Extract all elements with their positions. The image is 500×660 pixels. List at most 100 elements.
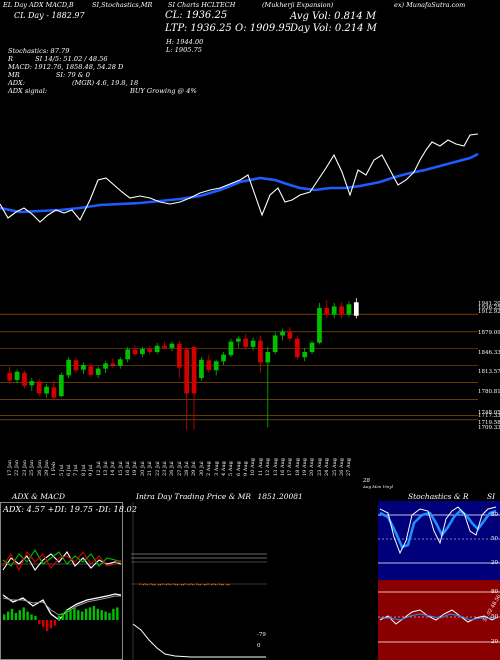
adx-signal-value: BUY Growing @ 4% bbox=[130, 87, 197, 95]
candle-body bbox=[169, 343, 175, 348]
intraday-price-dot bbox=[175, 584, 177, 586]
candle-body bbox=[29, 381, 35, 386]
price-axis-label: 1717.33 bbox=[478, 413, 500, 419]
macd-histogram-bar bbox=[53, 620, 57, 626]
intraday-price-dot bbox=[158, 584, 160, 586]
candle-body bbox=[309, 342, 315, 353]
stoch-k-line bbox=[379, 506, 497, 555]
intraday-price-dot bbox=[184, 583, 186, 585]
candle-body bbox=[110, 363, 116, 366]
intraday-price-dot bbox=[140, 584, 143, 586]
date-label: 29 Jul bbox=[191, 461, 198, 476]
candle-body bbox=[265, 352, 271, 363]
price-axis-label: 1813.57 bbox=[478, 369, 500, 375]
adx-lines bbox=[1, 548, 122, 632]
date-label: 4 Aug bbox=[220, 461, 227, 476]
date-label: 30 Jul bbox=[198, 461, 205, 476]
adx-label: ADX: bbox=[8, 79, 25, 87]
candle-body bbox=[353, 302, 359, 316]
macd-histogram-bar bbox=[3, 614, 6, 620]
stochastics-value: Stochastics: 87.79 bbox=[8, 47, 70, 55]
mrsi-text: SI: 79 & 0 bbox=[55, 71, 90, 79]
price-line bbox=[0, 133, 479, 223]
date-label: 8 Jul bbox=[80, 464, 87, 476]
header-day: EL Day bbox=[3, 1, 27, 9]
date-label: 22 Jan bbox=[14, 459, 21, 476]
intraday-axis-top: -79 bbox=[257, 632, 266, 638]
macd-histogram-bar bbox=[73, 607, 76, 620]
candle-body bbox=[44, 386, 49, 394]
date-label: 1 Feb bbox=[51, 461, 58, 476]
intraday-price-dot bbox=[167, 583, 169, 585]
macd-histogram-bar bbox=[69, 608, 72, 620]
header-expansion: (Mukherji Expansion) bbox=[262, 1, 334, 9]
candle-body bbox=[132, 349, 138, 355]
candle-body bbox=[22, 372, 27, 386]
intraday-price-dot bbox=[165, 584, 167, 586]
ltp-label: LTP: 1936.25 bbox=[165, 23, 232, 34]
intraday-price-dot bbox=[190, 583, 192, 585]
date-label: 26 Aug bbox=[338, 458, 345, 476]
ema-line bbox=[0, 152, 479, 214]
stoch-axis-80: 80 bbox=[491, 512, 498, 518]
date-label: 23 Jan bbox=[21, 459, 28, 476]
candle-body bbox=[147, 348, 153, 353]
date-label: 27 Jul bbox=[176, 461, 183, 476]
candle-body bbox=[7, 372, 13, 381]
date-label: 10 Aug bbox=[250, 458, 257, 476]
date-label: 3 Aug bbox=[213, 461, 220, 476]
candle-body bbox=[58, 374, 64, 397]
intraday-price-dots bbox=[139, 583, 230, 586]
intraday-title-value: 1851.20081 bbox=[257, 492, 303, 501]
date-label: 18 Aug bbox=[294, 458, 301, 476]
candle-body bbox=[199, 359, 204, 378]
macd-histogram-bar bbox=[88, 607, 92, 620]
intraday-price-dot bbox=[173, 583, 175, 585]
intraday-price-dot bbox=[209, 584, 211, 586]
header-indicators-2: SI,Stochastics,MR bbox=[92, 1, 153, 9]
intraday-price-dot bbox=[211, 584, 213, 586]
rsi-axis-50: 50 bbox=[491, 614, 498, 620]
intraday-price-dot bbox=[152, 584, 154, 586]
macd-histogram-bar bbox=[77, 610, 80, 620]
rsi-text: SI 14/5: 51.02 / 48.56 bbox=[35, 55, 108, 63]
stochastics-chart bbox=[378, 506, 500, 564]
plus-di-line bbox=[2, 548, 122, 567]
date-label: 19 Aug bbox=[302, 458, 308, 476]
intraday-price-dot bbox=[194, 584, 196, 586]
candle-body bbox=[117, 359, 123, 366]
intraday-price-dot bbox=[182, 584, 184, 586]
macd-histogram-bar bbox=[26, 611, 29, 620]
candle-body bbox=[206, 360, 212, 371]
intraday-price-dot bbox=[224, 583, 226, 585]
date-label: 13 Aug bbox=[272, 458, 279, 476]
intraday-price-dot bbox=[146, 584, 148, 586]
intraday-price-dot bbox=[150, 583, 152, 585]
candle-body bbox=[228, 341, 234, 356]
date-label: 12 Aug bbox=[265, 458, 272, 476]
rsi-axis-80: 80 bbox=[491, 589, 498, 595]
date-label: 20 Jul bbox=[139, 461, 146, 476]
candle-body bbox=[346, 304, 352, 315]
day-volume: Day Vol: 0.214 M bbox=[290, 23, 377, 34]
candle-body bbox=[235, 338, 241, 342]
rsi-chart bbox=[378, 591, 500, 643]
price-axis-label: 1748.05 bbox=[478, 410, 500, 416]
intraday-price-dot bbox=[207, 583, 209, 585]
intraday-price-dot bbox=[192, 584, 194, 586]
header-line: EL Day ADX MACD,B bbox=[3, 1, 74, 9]
date-label: 26 Jan bbox=[36, 459, 43, 476]
date-note: 28 bbox=[363, 478, 370, 484]
intraday-price-dot bbox=[169, 584, 171, 586]
candle-body bbox=[176, 343, 182, 368]
low-label: L: 1905.75 bbox=[166, 46, 202, 54]
stoch-title-text: Stochastics & R bbox=[408, 492, 469, 501]
price-axis-top: 1941.20 bbox=[478, 301, 500, 307]
date-axis: 17 Jan 22 Jan 23 Jan 25 Jan 26 Jan 29 Jan 1 Fe… bbox=[0, 436, 360, 478]
intraday-price-dot bbox=[222, 584, 224, 586]
candle-body bbox=[103, 363, 108, 369]
date-label: 7 Jul bbox=[73, 464, 80, 476]
date-label: 26 Jul bbox=[169, 461, 176, 476]
candle-body bbox=[243, 338, 249, 347]
candle-body bbox=[184, 349, 190, 394]
